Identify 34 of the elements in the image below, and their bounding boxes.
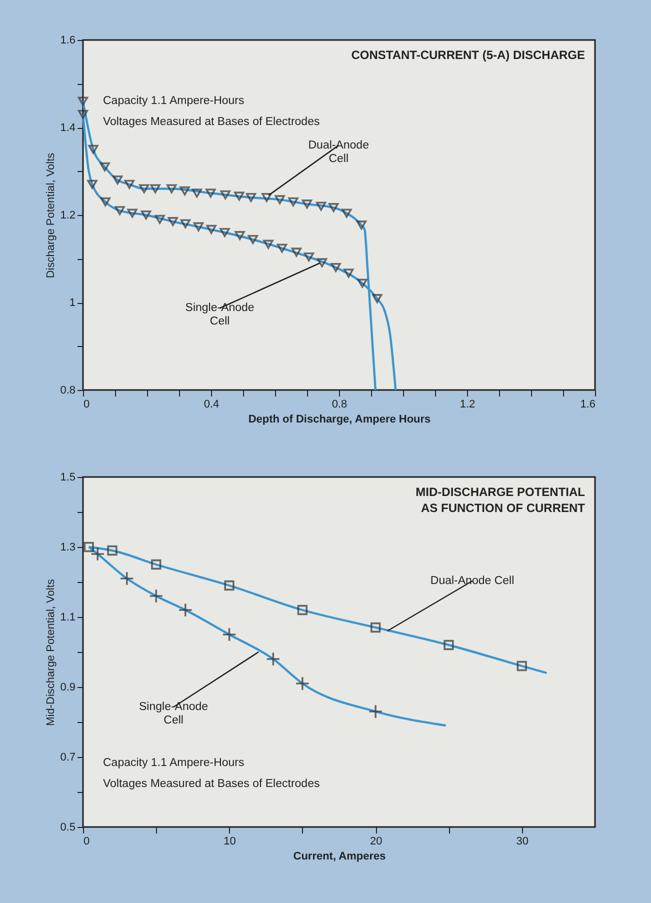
y-tick-label: 1.3 [60, 542, 76, 554]
x-axis-title: Depth of Discharge, Ampere Hours [248, 414, 431, 426]
y-tick-label: 1.6 [60, 34, 76, 46]
text: MID-DISCHARGE POTENTIAL AS FUNCTION OF CURRENT [416, 485, 586, 515]
x-tick-label: 1.6 [580, 398, 596, 410]
x-tick-label: 1.2 [460, 398, 476, 410]
y-tick-label: 1.5 [60, 472, 76, 484]
y-tick-label: 1.1 [60, 612, 76, 624]
annotation: Dual-Anode Cell [308, 139, 369, 165]
x-tick-label: 30 [516, 836, 528, 848]
text: CONSTANT-CURRENT (5-A) DISCHARGE [351, 48, 585, 62]
annotation: Single-Anode Cell [185, 302, 254, 328]
annotation: Voltages Measured at Bases of Electrodes [103, 778, 320, 790]
x-tick-label: 0 [84, 398, 90, 410]
annotation: Capacity 1.1 Ampere-Hours [103, 95, 245, 107]
x-tick-label: 0.8 [332, 398, 348, 410]
annotation: Single-Anode Cell [139, 701, 208, 726]
y-tick-label: 1.2 [60, 210, 76, 222]
x-tick-label: 0.4 [204, 398, 220, 410]
x-tick-label: 20 [370, 836, 382, 848]
annotation: Dual-Anode Cell [430, 575, 514, 587]
x-axis-title: Current, Amperes [293, 850, 386, 862]
y-axis-title: Discharge Potential, Volts [45, 152, 58, 278]
y-tick-label: 0.8 [60, 384, 76, 396]
x-tick-label: 10 [224, 836, 236, 848]
x-tick-label: 0 [84, 836, 90, 848]
y-tick-label: 1.4 [60, 122, 76, 134]
annotation: Capacity 1.1 Ampere-Hours [103, 757, 245, 769]
y-tick-label: 0.9 [60, 682, 76, 694]
y-tick-label: 1 [69, 297, 76, 309]
y-axis-title: Mid-Discharge Potential, Volts [45, 578, 58, 726]
annotation: Voltages Measured at Bases of Electrodes [103, 116, 320, 128]
y-tick-label: 0.7 [60, 752, 76, 764]
y-tick-label: 0.5 [60, 822, 76, 834]
